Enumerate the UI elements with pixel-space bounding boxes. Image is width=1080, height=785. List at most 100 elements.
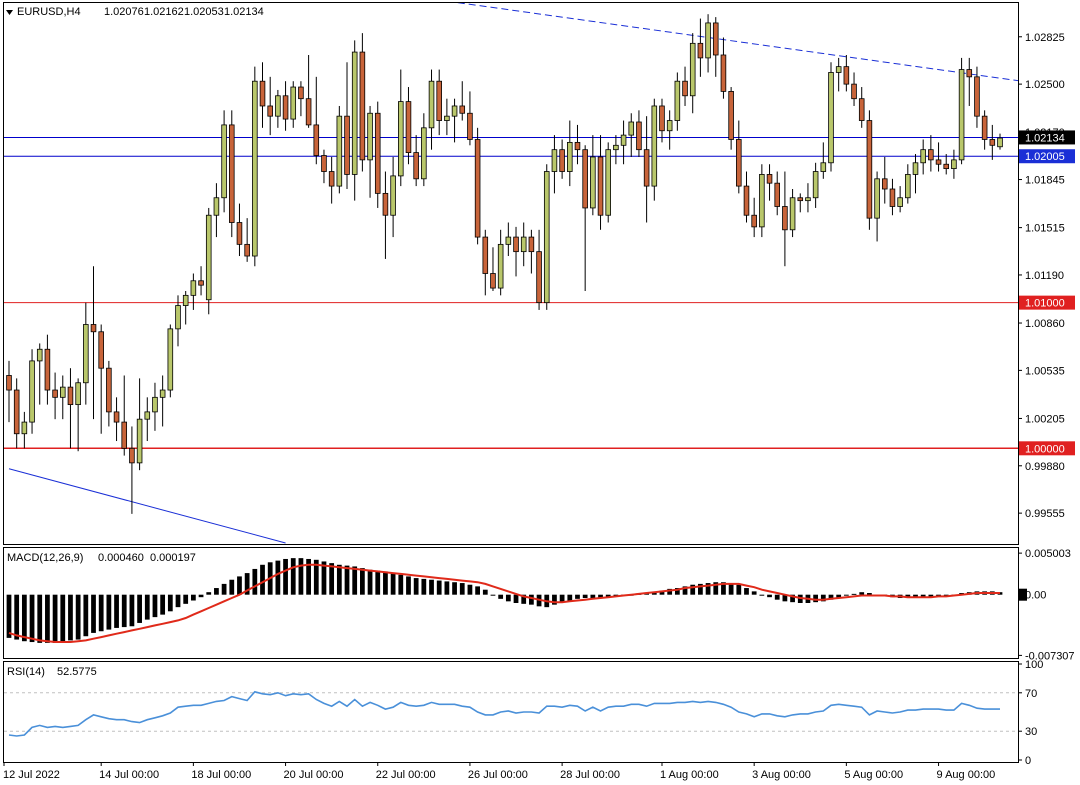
candle-body[interactable] xyxy=(782,206,788,231)
candle-body[interactable] xyxy=(67,386,74,406)
candle-body[interactable] xyxy=(351,51,358,175)
candle-body[interactable] xyxy=(90,324,97,333)
candle-body[interactable] xyxy=(436,80,442,121)
candle-body[interactable] xyxy=(851,83,857,100)
candle-body[interactable] xyxy=(405,101,412,153)
candle-body[interactable] xyxy=(444,115,450,121)
candle-body[interactable] xyxy=(720,54,727,92)
candle-body[interactable] xyxy=(951,159,957,170)
candle-body[interactable] xyxy=(413,152,419,180)
dropdown-triangle-icon[interactable] xyxy=(6,10,13,15)
candle-body[interactable] xyxy=(298,86,304,100)
candle-body[interactable] xyxy=(620,134,627,146)
candle-body[interactable] xyxy=(751,214,757,228)
candle-body[interactable] xyxy=(774,182,780,207)
candle-body[interactable] xyxy=(582,149,588,209)
candle-body[interactable] xyxy=(912,162,919,175)
candle-body[interactable] xyxy=(236,222,243,245)
candle-body[interactable] xyxy=(659,105,665,132)
candle-body[interactable] xyxy=(259,80,266,107)
candle-body[interactable] xyxy=(321,155,327,172)
candle-body[interactable] xyxy=(513,236,519,253)
support-trendline[interactable] xyxy=(8,468,286,544)
candle-body[interactable] xyxy=(543,171,550,304)
candle-body[interactable] xyxy=(305,98,312,126)
candle-body[interactable] xyxy=(382,192,389,216)
candle-body[interactable] xyxy=(497,243,504,289)
candle-body[interactable] xyxy=(205,214,212,301)
candle-body[interactable] xyxy=(106,367,112,413)
candle-body[interactable] xyxy=(121,421,128,449)
candle-body[interactable] xyxy=(290,86,297,120)
candle-body[interactable] xyxy=(129,447,135,464)
candle-body[interactable] xyxy=(13,389,20,435)
candle-body[interactable] xyxy=(812,171,819,199)
macd-panel[interactable] xyxy=(6,558,1003,643)
candle-body[interactable] xyxy=(505,236,512,245)
candle-body[interactable] xyxy=(613,144,619,151)
candle-body[interactable] xyxy=(889,188,896,207)
candle-body[interactable] xyxy=(974,76,980,117)
candle-body[interactable] xyxy=(213,197,220,216)
candle-body[interactable] xyxy=(59,386,66,398)
candle-body[interactable] xyxy=(221,124,227,199)
candle-body[interactable] xyxy=(643,149,650,187)
candle-body[interactable] xyxy=(559,149,565,172)
candle-body[interactable] xyxy=(897,197,903,207)
candle-body[interactable] xyxy=(920,149,926,164)
candle-body[interactable] xyxy=(182,294,189,306)
candle-body[interactable] xyxy=(490,273,496,289)
candle-body[interactable] xyxy=(451,105,458,117)
candle-body[interactable] xyxy=(36,348,43,362)
candle-body[interactable] xyxy=(344,115,350,175)
candle-body[interactable] xyxy=(789,197,796,231)
candle-body[interactable] xyxy=(958,69,965,161)
candle-body[interactable] xyxy=(759,174,765,228)
candle-body[interactable] xyxy=(874,178,880,219)
candle-body[interactable] xyxy=(989,139,996,146)
candle-body[interactable] xyxy=(190,280,197,296)
candle-body[interactable] xyxy=(674,80,681,121)
candle-body[interactable] xyxy=(275,95,281,117)
candle-body[interactable] xyxy=(597,156,604,216)
candle-body[interactable] xyxy=(805,197,811,202)
candle-body[interactable] xyxy=(536,251,542,304)
candle-body[interactable] xyxy=(83,324,89,384)
candle-body[interactable] xyxy=(943,163,950,170)
candle-body[interactable] xyxy=(628,121,635,136)
candle-body[interactable] xyxy=(52,389,58,398)
candle-body[interactable] xyxy=(551,149,558,172)
candle-body[interactable] xyxy=(666,120,673,132)
candle-body[interactable] xyxy=(75,382,81,406)
candle-body[interactable] xyxy=(866,120,873,219)
candle-body[interactable] xyxy=(520,236,527,253)
candle-body[interactable] xyxy=(244,243,250,257)
candle-body[interactable] xyxy=(428,80,435,129)
candle-body[interactable] xyxy=(136,418,143,464)
candle-body[interactable] xyxy=(482,236,489,274)
candle-body[interactable] xyxy=(651,105,658,187)
candle-body[interactable] xyxy=(835,66,842,73)
candle-body[interactable] xyxy=(981,115,988,140)
candle-body[interactable] xyxy=(21,421,28,435)
candle-body[interactable] xyxy=(313,124,320,156)
candle-body[interactable] xyxy=(605,149,611,216)
candle-body[interactable] xyxy=(374,112,381,194)
candle-body[interactable] xyxy=(935,159,942,165)
candle-body[interactable] xyxy=(689,42,696,97)
candle-body[interactable] xyxy=(328,171,335,187)
candle-body[interactable] xyxy=(474,139,481,238)
candle-body[interactable] xyxy=(29,360,35,423)
candle-body[interactable] xyxy=(881,178,888,190)
candle-body[interactable] xyxy=(797,197,804,202)
candle-body[interactable] xyxy=(766,174,773,184)
candle-body[interactable] xyxy=(175,305,181,330)
candle-body[interactable] xyxy=(282,95,289,120)
candle-body[interactable] xyxy=(528,236,535,253)
candle-body[interactable] xyxy=(113,411,120,423)
candle-body[interactable] xyxy=(705,22,711,59)
candle-body[interactable] xyxy=(336,115,343,187)
candle-body[interactable] xyxy=(459,105,466,114)
candle-body[interactable] xyxy=(229,124,235,223)
candle-body[interactable] xyxy=(858,98,865,121)
